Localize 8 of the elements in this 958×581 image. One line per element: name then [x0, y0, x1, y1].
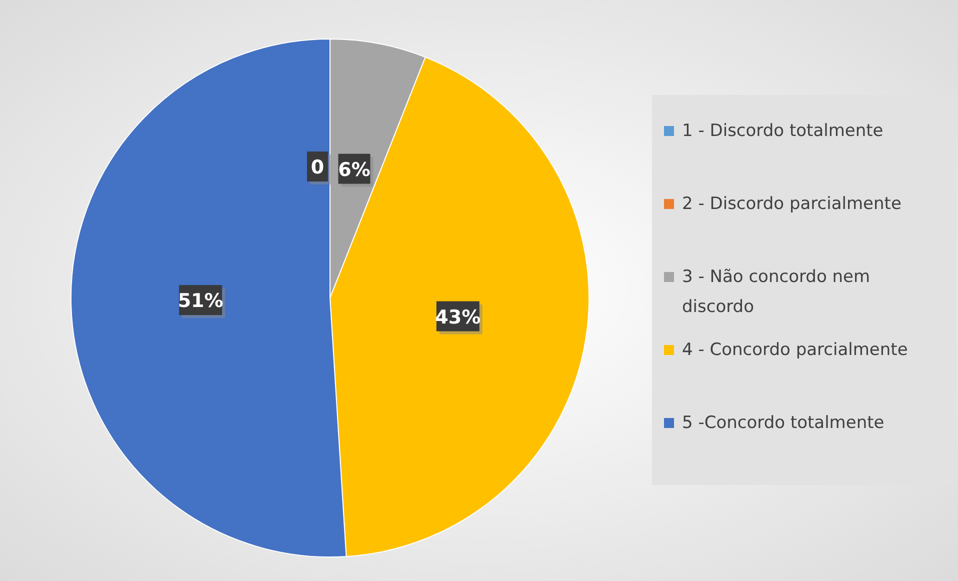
legend-label: 5 -Concordo totalmente — [682, 413, 884, 433]
legend-label: 3 - Não concordo nem discordo — [682, 267, 870, 317]
data-label: 6% — [338, 158, 370, 181]
data-label: 51% — [178, 290, 224, 312]
legend-label: 4 - Concordo parcialmente — [682, 340, 908, 360]
text: 0 — [310, 156, 324, 178]
legend-label: 2 - Discordo parcialmente — [682, 194, 902, 214]
legend-label: 1 - Discordo totalmente — [682, 121, 884, 141]
